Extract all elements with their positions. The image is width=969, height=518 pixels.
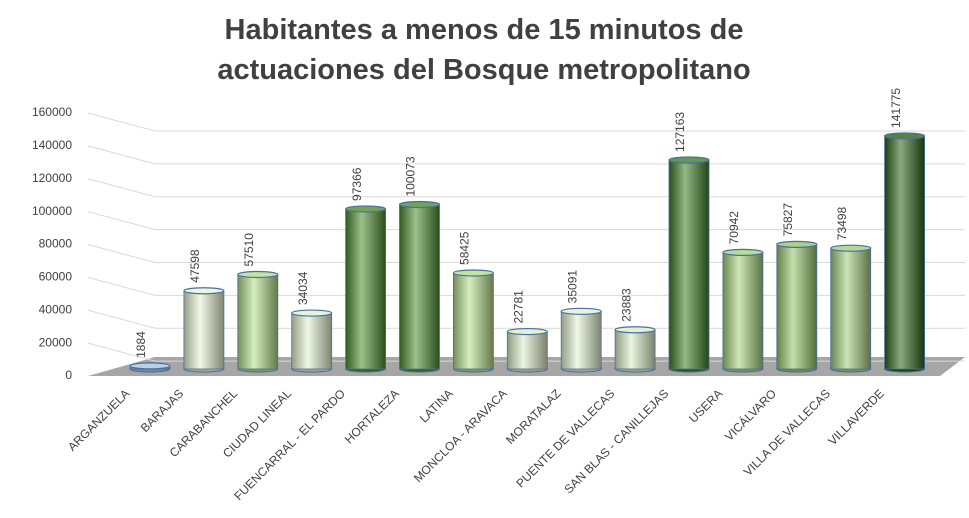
bar-top bbox=[830, 244, 872, 252]
x-tick-label: BARAJAS bbox=[138, 386, 187, 435]
bar-top bbox=[776, 240, 818, 248]
bar-top bbox=[398, 200, 441, 209]
y-tick-label: 0 bbox=[65, 368, 72, 382]
bar bbox=[237, 274, 279, 370]
bar bbox=[722, 251, 764, 370]
bar-top bbox=[722, 248, 764, 256]
data-label: 34034 bbox=[296, 271, 310, 305]
data-label: 47598 bbox=[188, 249, 202, 283]
y-tick-label: 120000 bbox=[32, 171, 72, 185]
x-tick-label: LATINA bbox=[417, 386, 456, 425]
x-tick-label: PUENTE DE VALLECAS bbox=[513, 386, 617, 490]
grid-line bbox=[87, 112, 965, 132]
y-tick-label: 100000 bbox=[32, 204, 72, 218]
x-tick-label: VILLAVERDE bbox=[825, 386, 887, 448]
bar bbox=[399, 204, 440, 370]
y-tick-label: 60000 bbox=[39, 270, 73, 284]
data-label: 127163 bbox=[673, 112, 687, 152]
bar-top bbox=[237, 270, 279, 279]
bar bbox=[776, 243, 818, 370]
chart-title: Habitantes a menos de 15 minutos de actu… bbox=[217, 14, 751, 86]
bar bbox=[183, 290, 225, 370]
bar bbox=[452, 272, 494, 370]
x-tick-label: FUENCARRAL - EL PARDO bbox=[231, 386, 348, 503]
bar bbox=[506, 331, 548, 370]
bar-top bbox=[345, 205, 387, 213]
bar bbox=[614, 329, 656, 370]
bar bbox=[291, 312, 333, 370]
y-tick-label: 140000 bbox=[32, 138, 72, 152]
bar-top bbox=[614, 326, 656, 334]
y-tick-label: 80000 bbox=[39, 237, 73, 251]
data-label: 22781 bbox=[511, 290, 525, 324]
grid-line bbox=[87, 211, 965, 231]
grid-line bbox=[87, 145, 965, 165]
x-tick-label: MONCLOA - ARAVACA bbox=[411, 386, 510, 485]
y-tick-label: 40000 bbox=[39, 302, 73, 316]
y-tick-label: 160000 bbox=[32, 105, 72, 119]
bar-top bbox=[883, 132, 926, 140]
bar-top bbox=[506, 327, 548, 336]
data-label: 141775 bbox=[889, 88, 903, 128]
x-tick-label: USERA bbox=[686, 386, 725, 425]
x-tick-label: HORTALEZA bbox=[342, 386, 402, 446]
bar-top bbox=[452, 269, 494, 277]
bar-top bbox=[183, 287, 225, 295]
bar bbox=[560, 310, 602, 370]
y-tick-label: 20000 bbox=[39, 335, 73, 349]
bar bbox=[345, 208, 387, 370]
data-label: 35091 bbox=[565, 270, 579, 304]
bar-top bbox=[668, 156, 710, 164]
data-label: 58425 bbox=[458, 231, 472, 265]
data-label: 23883 bbox=[619, 288, 633, 322]
data-label: 100073 bbox=[404, 156, 418, 196]
bar bbox=[830, 247, 872, 370]
data-label: 73498 bbox=[835, 206, 849, 240]
data-label: 70942 bbox=[727, 211, 741, 245]
bar-top bbox=[560, 307, 602, 315]
data-label: 57510 bbox=[242, 233, 256, 267]
bar bbox=[668, 159, 710, 370]
bar-top bbox=[291, 309, 333, 317]
x-tick-label: SAN BLAS - CANILLEJAS bbox=[561, 386, 671, 496]
data-label: 97366 bbox=[350, 167, 364, 201]
x-tick-label: VICÁLVARO bbox=[721, 386, 779, 444]
bar-top bbox=[129, 362, 171, 370]
x-tick-label: ARGANZUELA bbox=[65, 386, 132, 453]
bar bbox=[884, 135, 925, 370]
data-label: 75827 bbox=[781, 203, 795, 237]
x-tick-label: MORATALAZ bbox=[503, 386, 564, 447]
grid-line bbox=[87, 178, 965, 198]
data-label: 1884 bbox=[134, 331, 148, 358]
